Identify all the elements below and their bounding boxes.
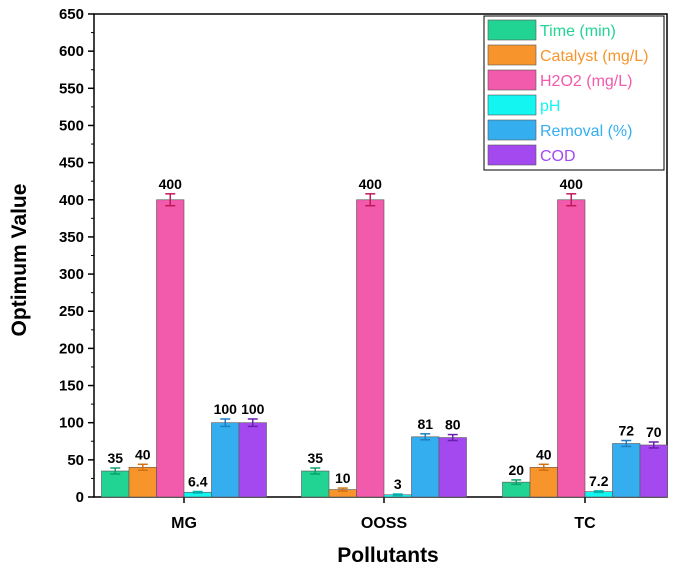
legend-swatch xyxy=(487,144,537,166)
data-label: 81 xyxy=(417,416,433,432)
bar xyxy=(356,199,385,498)
data-label: 7.2 xyxy=(589,473,609,489)
legend-label: Catalyst (mg/L) xyxy=(540,48,648,65)
data-label: 100 xyxy=(241,401,265,417)
data-label: 80 xyxy=(445,417,461,433)
data-label: 35 xyxy=(307,450,323,466)
legend-label: COD xyxy=(540,148,576,165)
bar xyxy=(156,199,185,498)
x-tick-label: MG xyxy=(171,515,197,532)
bar xyxy=(411,436,440,498)
y-tick-label: 450 xyxy=(59,155,84,172)
y-tick-label: 650 xyxy=(59,6,84,23)
x-axis-title: Pollutants xyxy=(337,544,439,567)
legend-swatch xyxy=(487,44,537,66)
y-tick-label: 300 xyxy=(59,266,84,283)
bar xyxy=(557,199,586,498)
data-label: 20 xyxy=(508,462,524,478)
data-label: 72 xyxy=(618,423,634,439)
data-label: 3 xyxy=(394,476,402,492)
x-tick-label: OOSS xyxy=(361,515,408,532)
data-label: 400 xyxy=(159,176,183,192)
y-tick-label: 400 xyxy=(59,192,84,209)
bar xyxy=(301,470,330,498)
y-tick-label: 500 xyxy=(59,117,84,134)
bar xyxy=(639,444,668,498)
y-tick-label: 100 xyxy=(59,415,84,432)
data-label: 40 xyxy=(135,446,151,462)
legend-swatch xyxy=(487,69,537,91)
y-tick-label: 0 xyxy=(76,489,84,506)
legend-label: Removal (%) xyxy=(540,123,632,140)
legend-swatch xyxy=(487,119,537,141)
bar xyxy=(529,466,558,498)
legend-label: pH xyxy=(540,98,560,115)
data-label: 70 xyxy=(646,424,662,440)
data-label: 10 xyxy=(335,470,351,486)
y-tick-label: 550 xyxy=(59,80,84,97)
legend-swatch xyxy=(487,94,537,116)
bar xyxy=(211,422,240,498)
legend-label: H2O2 (mg/L) xyxy=(540,73,632,90)
y-tick-label: 600 xyxy=(59,43,84,60)
data-label: 6.4 xyxy=(188,474,208,490)
legend-box xyxy=(483,15,665,171)
legend-swatch xyxy=(487,19,537,41)
bar xyxy=(128,466,157,498)
bar xyxy=(238,422,267,498)
data-label: 400 xyxy=(560,176,584,192)
data-label: 400 xyxy=(359,176,383,192)
data-label: 35 xyxy=(107,450,123,466)
x-tick-label: TC xyxy=(574,515,596,532)
data-label: 40 xyxy=(536,446,552,462)
y-tick-label: 250 xyxy=(59,303,84,320)
y-tick-label: 200 xyxy=(59,340,84,357)
bar xyxy=(612,443,641,498)
bar xyxy=(101,470,130,498)
y-tick-label: 350 xyxy=(59,229,84,246)
y-tick-label: 150 xyxy=(59,378,84,395)
legend-label: Time (min) xyxy=(540,23,616,40)
data-label: 100 xyxy=(214,401,238,417)
y-axis-title: Optimum Value xyxy=(8,184,31,337)
y-tick-label: 50 xyxy=(67,452,84,469)
bar xyxy=(438,437,467,498)
